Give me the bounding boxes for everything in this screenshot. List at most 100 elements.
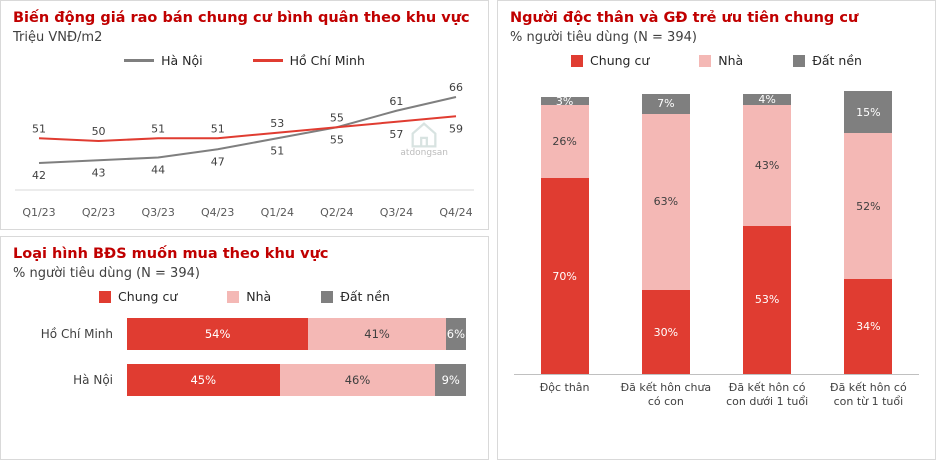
bar-segment-chung-cu: 30% xyxy=(641,290,690,375)
panel-subtitle-price-trend: Triệu VNĐ/m2 xyxy=(13,30,103,46)
segment-value-label: 6% xyxy=(446,327,466,342)
category-label-da-ket-hon-co-con-duoi-1-tuoi: Đã kết hôn có con dưới 1 tuổi xyxy=(726,381,809,409)
svg-text:44: 44 xyxy=(151,164,165,177)
legend-label-ho-chi-minh: Hồ Chí Minh xyxy=(289,53,365,69)
segment-value-label: 70% xyxy=(552,269,577,283)
category-label-doc-than: Độc thân xyxy=(539,381,590,395)
bar-segment-nha: 52% xyxy=(844,133,893,279)
bar-track-ho-chi-minh: 54% 41% 6% xyxy=(127,318,466,351)
legend-item-chung-cu: Chung cư xyxy=(99,289,177,304)
category-label-da-ket-hon-chua-co-con: Đã kết hôn chưa có con xyxy=(620,381,712,409)
legend-item-nha: Nhà xyxy=(699,53,743,68)
bar-segment-dat-nen: 7% xyxy=(641,94,690,114)
segment-value-label: 54% xyxy=(204,327,231,342)
svg-text:43: 43 xyxy=(92,166,106,179)
legend-item-dat-nen: Đất nền xyxy=(321,289,390,304)
svg-text:55: 55 xyxy=(330,133,344,146)
column-cell-da-ket-hon-co-con-tu-1-tuoi: 15% 52% 34% xyxy=(818,91,919,375)
legend-label-dat-nen: Đất nền xyxy=(812,53,862,69)
svg-text:Q4/23: Q4/23 xyxy=(201,206,234,219)
svg-text:51: 51 xyxy=(270,144,284,157)
svg-text:Q4/24: Q4/24 xyxy=(439,206,472,219)
column-stack-da-ket-hon-chua-co-con: 7% 63% 30% xyxy=(641,94,690,375)
panel-title-priority-segment: Người độc thân và GĐ trẻ ưu tiên chung c… xyxy=(510,10,859,26)
svg-text:51: 51 xyxy=(151,122,165,135)
svg-text:Q3/23: Q3/23 xyxy=(141,206,174,219)
svg-text:66: 66 xyxy=(449,81,463,94)
legend-swatch-nha xyxy=(699,54,712,67)
category-label-ho-chi-minh: Hồ Chí Minh xyxy=(40,327,113,342)
svg-text:57: 57 xyxy=(389,128,403,141)
bar-segment-nha: 26% xyxy=(540,105,589,179)
priority-column-labels: Độc thân Đã kết hôn chưa có con Đã kết hôn… xyxy=(514,381,919,410)
legend-swatch-dat-nen xyxy=(321,290,334,303)
bar-segment-nha: 63% xyxy=(641,113,690,291)
svg-text:61: 61 xyxy=(389,95,403,108)
vbar-chart-legend: Chung cư Nhà Đất nền xyxy=(510,53,923,68)
svg-text:51: 51 xyxy=(211,122,225,135)
column-cell-doc-than: 3% 26% 70% xyxy=(514,94,615,375)
legend-swatch-chung-cu xyxy=(99,290,112,303)
legend-swatch-dat-nen xyxy=(793,54,806,67)
hbar-chart-legend: Chung cư Nhà Đất nền xyxy=(13,289,476,304)
priority-column-chart: 3% 26% 70% 7% 63% 30% 4% 43% 53% 15% 52% 34% xyxy=(514,82,919,376)
segment-value-label: 26% xyxy=(552,135,577,149)
legend-label-chung-cu: Chung cư xyxy=(590,53,650,69)
column-stack-doc-than: 3% 26% 70% xyxy=(540,94,589,375)
segment-value-label: 52% xyxy=(856,199,881,213)
svg-text:50: 50 xyxy=(92,125,106,138)
panel-title-price-trend: Biến động giá rao bán chung cư bình quân… xyxy=(13,10,470,26)
bar-row-ha-noi: Hà Nội 45% 46% 9% xyxy=(13,364,476,397)
legend-label-chung-cu: Chung cư xyxy=(118,289,178,305)
segment-value-label: 34% xyxy=(856,320,881,334)
segment-value-label: 43% xyxy=(754,159,780,173)
bar-segment-chung-cu: 54% xyxy=(127,318,309,351)
bar-segment-dat-nen: 6% xyxy=(445,318,466,351)
svg-text:Q2/23: Q2/23 xyxy=(82,206,115,219)
segment-value-label: 30% xyxy=(653,325,679,339)
segment-value-label: 9% xyxy=(441,373,460,388)
column-cell-da-ket-hon-chua-co-con: 7% 63% 30% xyxy=(615,94,716,375)
bar-track-ha-noi: 45% 46% 9% xyxy=(127,364,466,397)
segment-value-label: 41% xyxy=(364,327,390,342)
svg-text:51: 51 xyxy=(32,122,46,135)
segment-value-label: 7% xyxy=(657,97,675,111)
bar-segment-dat-nen: 9% xyxy=(435,364,466,397)
line-chart-legend: Hà Nội Hồ Chí Minh xyxy=(13,53,476,68)
legend-item-ha-noi: Hà Nội xyxy=(124,53,203,68)
column-stack-da-ket-hon-co-con-tu-1-tuoi: 15% 52% 34% xyxy=(844,91,893,375)
category-label-da-ket-hon-co-con-tu-1-tuoi: Đã kết hôn có con từ 1 tuổi xyxy=(830,381,907,409)
column-stack-da-ket-hon-co-con-duoi-1-tuoi: 4% 43% 53% xyxy=(743,93,792,375)
panel-title-property-type: Loại hình BĐS muốn mua theo khu vực xyxy=(13,246,329,262)
legend-item-chung-cu: Chung cư xyxy=(571,53,649,68)
svg-text:Q2/24: Q2/24 xyxy=(320,206,353,219)
legend-label-dat-nen: Đất nền xyxy=(340,289,390,305)
legend-label-ha-noi: Hà Nội xyxy=(161,53,203,69)
segment-value-label: 46% xyxy=(344,373,371,388)
column-cell-da-ket-hon-co-con-duoi-1-tuoi: 4% 43% 53% xyxy=(717,93,818,375)
bar-segment-dat-nen: 3% xyxy=(540,94,589,108)
segment-value-label: 53% xyxy=(754,293,780,307)
price-line-chart: 51 42 Q1/23 50 43 Q2/23 51 44 Q3/23 51 47 Q4/23 53 51… xyxy=(13,70,476,226)
legend-item-dat-nen: Đất nền xyxy=(793,53,862,68)
bar-row-ho-chi-minh: Hồ Chí Minh 54% 41% 6% xyxy=(13,318,476,351)
svg-text:Q1/24: Q1/24 xyxy=(261,206,294,219)
svg-text:Q1/23: Q1/23 xyxy=(22,206,55,219)
svg-text:53: 53 xyxy=(270,117,284,130)
legend-item-nha: Nhà xyxy=(227,289,271,304)
bar-segment-nha: 46% xyxy=(279,364,436,397)
legend-swatch-nha xyxy=(227,290,240,303)
legend-label-nha: Nhà xyxy=(718,53,744,69)
segment-value-label: 3% xyxy=(555,94,574,108)
bar-segment-dat-nen: 4% xyxy=(743,93,792,107)
svg-text:Q3/24: Q3/24 xyxy=(380,206,413,219)
bar-segment-chung-cu: 34% xyxy=(844,278,893,375)
legend-swatch-ho-chi-minh xyxy=(252,59,283,63)
segment-value-label: 4% xyxy=(758,93,776,107)
panel-priority-segment: Người độc thân và GĐ trẻ ưu tiên chung c… xyxy=(497,0,936,460)
price-line-chart-svg: 51 42 Q1/23 50 43 Q2/23 51 44 Q3/23 51 47 Q4/23 53 51… xyxy=(15,81,474,219)
panel-price-trend: Biến động giá rao bán chung cư bình quân… xyxy=(0,0,489,230)
bar-segment-chung-cu: 53% xyxy=(743,225,792,375)
panel-subtitle-priority-segment: % người tiêu dùng (N = 394) xyxy=(510,30,697,46)
